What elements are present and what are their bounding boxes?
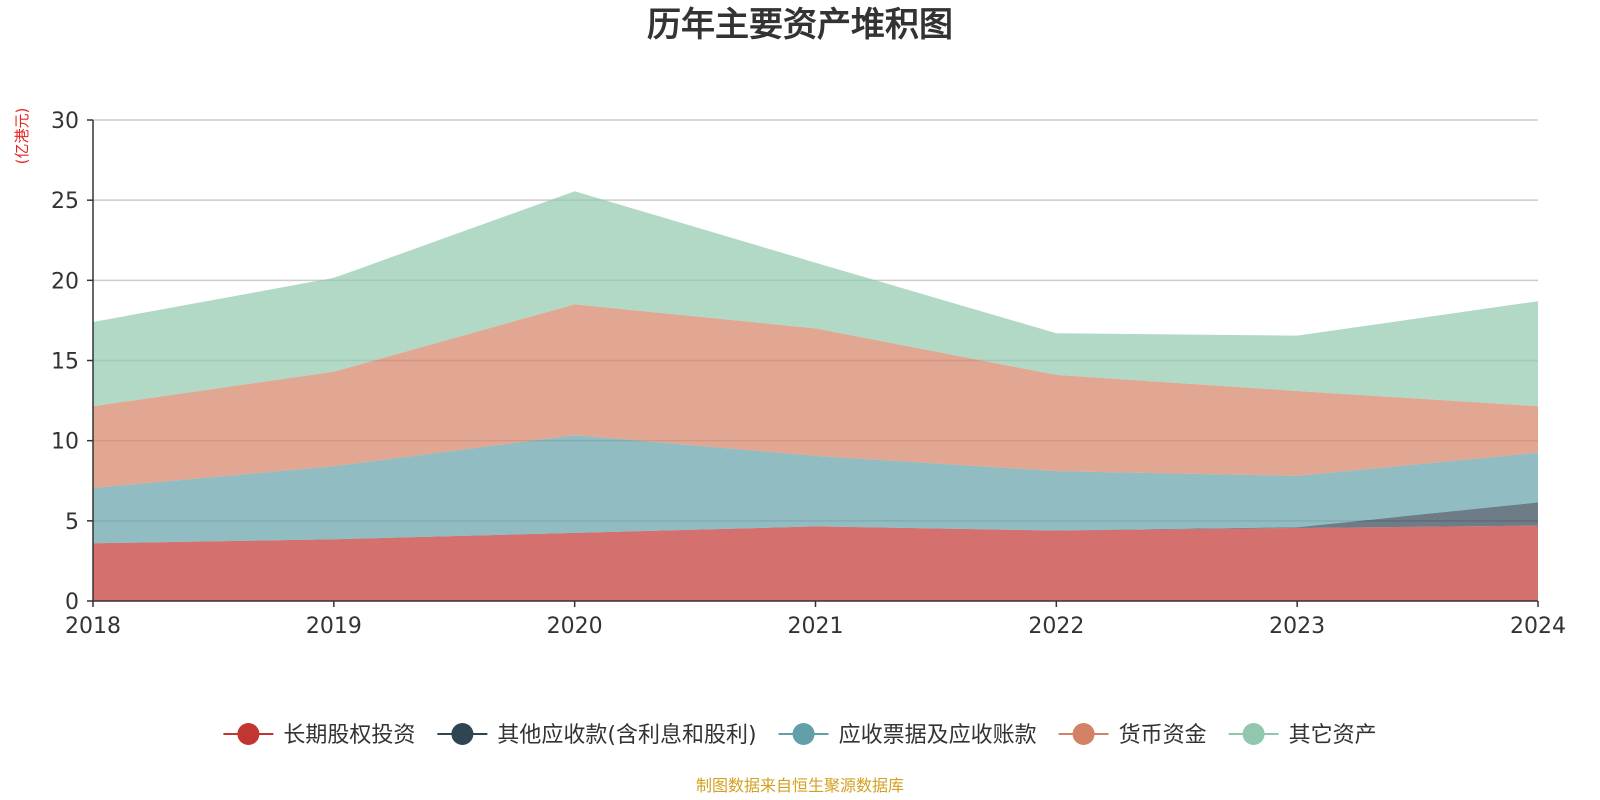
- legend-marker: [1242, 723, 1265, 745]
- series-area: [93, 525, 1538, 601]
- y-tick-label: 0: [65, 590, 79, 615]
- series-area: [93, 304, 1538, 488]
- legend-marker: [237, 723, 260, 745]
- legend-marker: [792, 723, 815, 745]
- x-tick-label: 2020: [547, 614, 603, 639]
- legend-item: 货币资金: [1058, 723, 1207, 748]
- axes: 0 5 10 15 20 25 30 2018 2019 2020 2021 2022 2023 2024: [51, 109, 1566, 639]
- x-tick-label: 2021: [788, 614, 844, 639]
- x-tick-label: 2022: [1028, 614, 1084, 639]
- legend-label: 货币资金: [1119, 723, 1207, 748]
- legend: 长期股权投资 其他应收款(含利息和股利) 应收票据及应收账款 货币资金 其它资产: [223, 723, 1377, 748]
- x-tick-label: 2018: [65, 614, 121, 639]
- y-tick-label: 25: [51, 189, 79, 214]
- x-tick-label: 2019: [306, 614, 362, 639]
- legend-label: 其他应收款(含利息和股利): [497, 723, 756, 748]
- legend-item: 长期股权投资: [223, 723, 415, 748]
- data-source-note: 制图数据来自恒生聚源数据库: [696, 776, 904, 795]
- y-tick-label: 10: [51, 430, 79, 455]
- y-tick-label: 5: [65, 510, 79, 535]
- legend-marker: [451, 723, 474, 745]
- legend-item: 应收票据及应收账款: [778, 723, 1037, 748]
- legend-item: 其他应收款(含利息和股利): [437, 723, 757, 748]
- legend-label: 其它资产: [1289, 723, 1377, 748]
- y-tick-label: 20: [51, 269, 79, 294]
- y-tick-label: 30: [51, 109, 79, 134]
- legend-label: 长期股权投资: [283, 723, 415, 748]
- series-areas: [93, 191, 1538, 601]
- chart-title: 历年主要资产堆积图: [647, 5, 953, 45]
- x-tick-label: 2023: [1269, 614, 1325, 639]
- legend-marker: [1072, 723, 1095, 745]
- y-tick-label: 15: [51, 350, 79, 375]
- x-tick-label: 2024: [1510, 614, 1566, 639]
- legend-item: 其它资产: [1228, 723, 1377, 748]
- y-axis-unit: (亿港元): [13, 108, 31, 165]
- series-area: [93, 191, 1538, 407]
- series-area: [93, 435, 1538, 544]
- legend-label: 应收票据及应收账款: [839, 723, 1037, 748]
